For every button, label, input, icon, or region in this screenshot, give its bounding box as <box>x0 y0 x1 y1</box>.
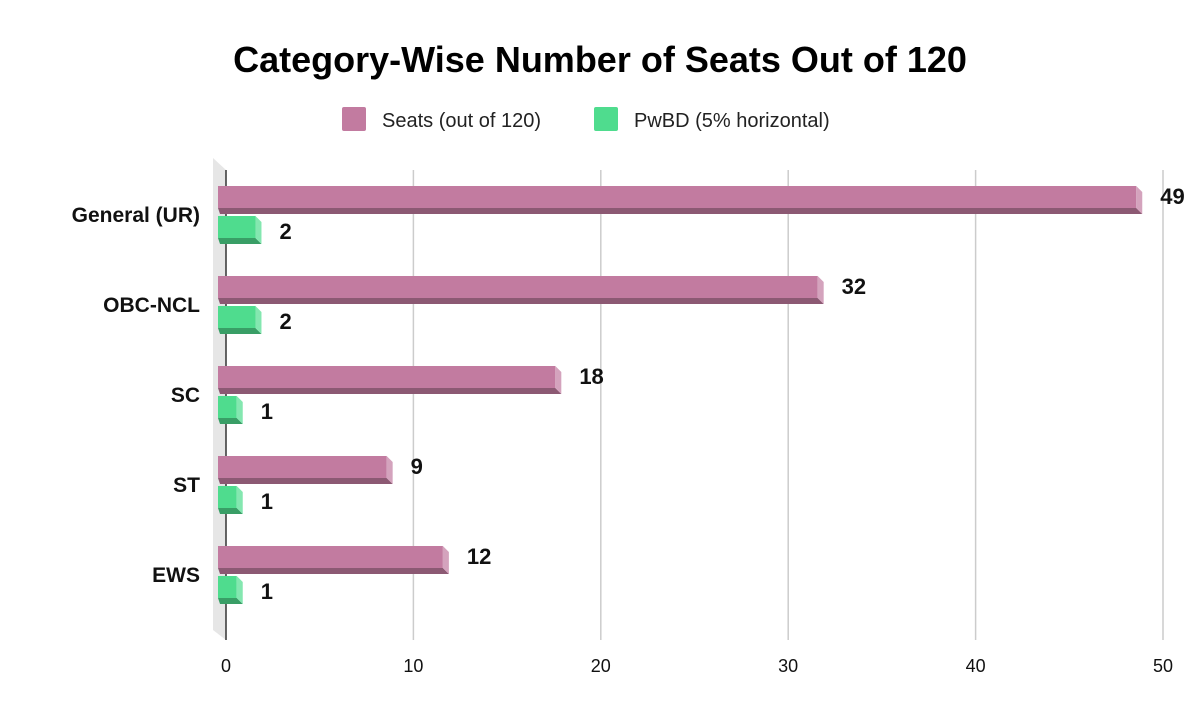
bar-seats[interactable]: 9 <box>218 454 423 484</box>
gridlines <box>412 170 1164 640</box>
data-label: 9 <box>411 454 423 479</box>
legend-swatch-pwbd <box>594 107 618 131</box>
category-label: OBC-NCL <box>103 294 200 317</box>
bar-seats[interactable]: 18 <box>218 364 604 394</box>
bar-bottom-face <box>218 568 449 574</box>
bar-end-face <box>255 216 262 244</box>
bar-pwbd[interactable]: 1 <box>218 486 273 514</box>
bar-bottom-face <box>218 478 393 484</box>
bar-pwbd[interactable]: 1 <box>218 576 273 604</box>
legend-item-pwbd[interactable]: PwBD (5% horizontal) <box>594 107 830 132</box>
bar-seats[interactable]: 32 <box>218 274 866 304</box>
bar-end-face <box>386 456 393 484</box>
bar-bottom-face <box>218 388 562 394</box>
legend-swatch-seats <box>342 107 366 131</box>
legend: Seats (out of 120) PwBD (5% horizontal) <box>342 107 830 132</box>
x-tick-label: 50 <box>1153 656 1173 676</box>
bar-bottom-face <box>218 298 824 304</box>
category-label: SC <box>171 384 200 407</box>
bar-pwbd[interactable]: 2 <box>218 216 292 244</box>
bar-bottom-face <box>218 208 1143 214</box>
data-label: 2 <box>279 219 291 244</box>
bar-end-face <box>236 486 243 514</box>
bar-face <box>218 276 818 298</box>
x-tick-label: 0 <box>221 656 231 676</box>
data-label: 1 <box>261 399 273 424</box>
category-label: ST <box>173 474 200 497</box>
legend-label-seats: Seats (out of 120) <box>382 110 541 132</box>
legend-label-pwbd: PwBD (5% horizontal) <box>634 110 830 132</box>
data-label: 1 <box>261 489 273 514</box>
data-label: 1 <box>261 579 273 604</box>
bar-face <box>218 576 237 598</box>
bar-seats[interactable]: 12 <box>218 544 491 574</box>
bar-face <box>218 486 237 508</box>
bar-bottom-face <box>218 598 243 604</box>
bar-face <box>218 216 256 238</box>
bar-face <box>218 366 556 388</box>
legend-item-seats[interactable]: Seats (out of 120) <box>342 107 541 132</box>
data-label: 18 <box>579 364 603 389</box>
x-axis-ticks: 0 10 20 30 40 50 <box>221 656 1173 676</box>
bar-pwbd[interactable]: 1 <box>218 396 273 424</box>
category-label: EWS <box>152 564 200 587</box>
bar-bottom-face <box>218 508 243 514</box>
data-label: 49 <box>1160 184 1184 209</box>
bar-bottom-face <box>218 418 243 424</box>
data-label: 12 <box>467 544 491 569</box>
bar-bottom-face <box>218 238 262 244</box>
bar-face <box>218 546 443 568</box>
category-labels: General (UR) OBC-NCL SC ST EWS <box>72 204 201 587</box>
bar-bottom-face <box>218 328 262 334</box>
x-tick-label: 10 <box>403 656 423 676</box>
bar-end-face <box>555 366 562 394</box>
bar-end-face <box>236 396 243 424</box>
data-label: 2 <box>279 309 291 334</box>
bar-face <box>218 396 237 418</box>
bar-end-face <box>255 306 262 334</box>
bars: 49 2 32 2 18 1 9 1 12 1 <box>218 184 1185 604</box>
bar-face <box>218 456 387 478</box>
chart-title: Category-Wise Number of Seats Out of 120 <box>233 39 967 80</box>
x-tick-label: 40 <box>966 656 986 676</box>
x-tick-label: 20 <box>591 656 611 676</box>
bar-seats[interactable]: 49 <box>218 184 1185 214</box>
category-label: General (UR) <box>72 204 200 227</box>
bar-end-face <box>817 276 824 304</box>
bar-end-face <box>1136 186 1143 214</box>
bar-end-face <box>442 546 449 574</box>
bar-end-face <box>236 576 243 604</box>
x-tick-label: 30 <box>778 656 798 676</box>
data-label: 32 <box>842 274 866 299</box>
bar-face <box>218 186 1137 208</box>
bar-pwbd[interactable]: 2 <box>218 306 292 334</box>
bar-face <box>218 306 256 328</box>
